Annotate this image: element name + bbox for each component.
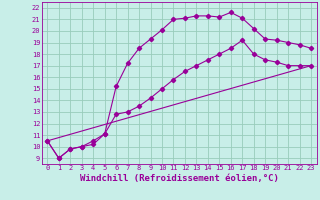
X-axis label: Windchill (Refroidissement éolien,°C): Windchill (Refroidissement éolien,°C) [80,174,279,183]
